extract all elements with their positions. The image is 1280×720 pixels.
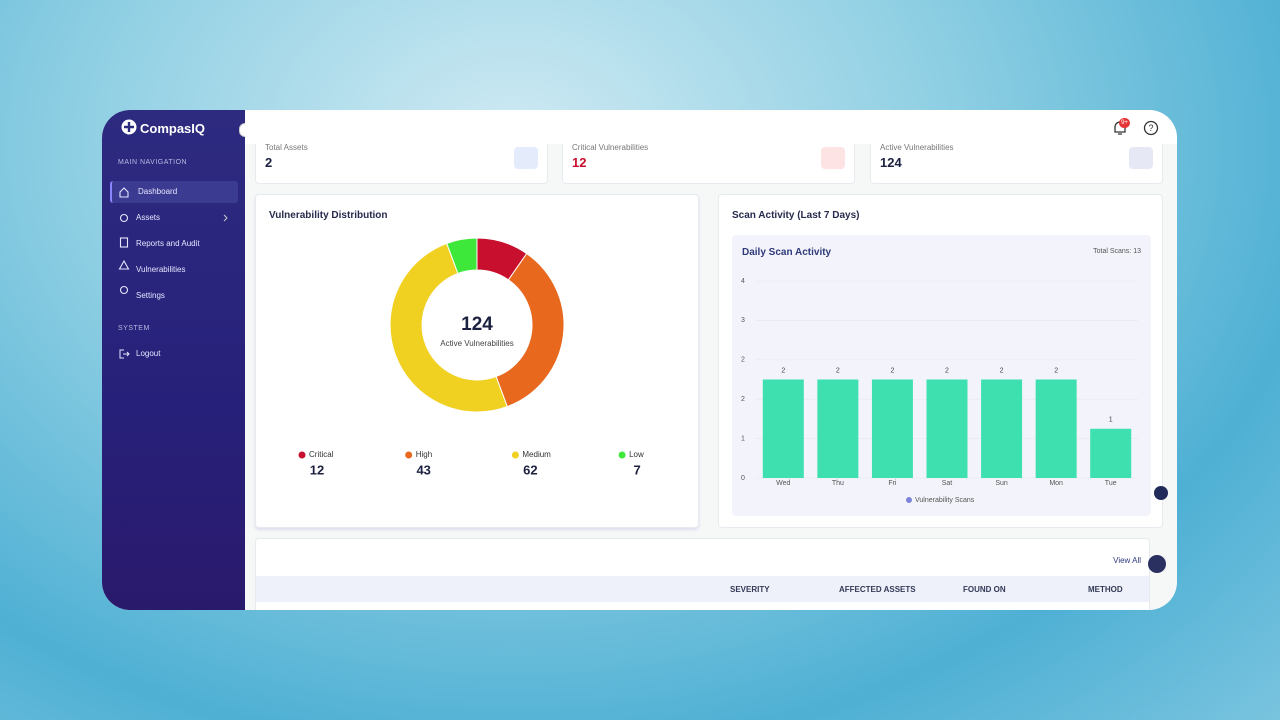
legend-dot: [298, 451, 306, 459]
stat-icon: [1129, 147, 1153, 169]
bar: [817, 379, 859, 478]
top-bar: 9+ ?: [245, 110, 1177, 144]
nav-item[interactable]: Assets: [136, 213, 161, 222]
legend-label: Vulnerability Scans: [915, 497, 975, 504]
legend-label: Critical: [309, 450, 334, 459]
bar: [981, 379, 1023, 478]
stat-value: 2: [265, 155, 273, 170]
table-header: SEVERITY AFFECTED ASSETS FOUND ON METHOD: [256, 576, 1149, 602]
chart-title: Vulnerability Distribution: [269, 210, 388, 221]
x-tick-label: Wed: [776, 480, 790, 487]
x-tick-label: Sat: [942, 480, 953, 487]
nav-heading: MAIN NAVIGATION: [118, 159, 188, 166]
legend-value: 62: [523, 462, 537, 477]
nav-icons: [118, 187, 130, 295]
annotation: Total Scans: 13: [1093, 248, 1141, 255]
stat-icon: [514, 147, 538, 169]
legend-value: 12: [310, 462, 324, 477]
table-card: View All SEVERITY AFFECTED ASSETS FOUND …: [255, 538, 1150, 610]
column-header: SEVERITY: [730, 585, 770, 594]
data-label: 2: [836, 367, 840, 374]
stat-label: Critical Vulnerabilities: [572, 143, 649, 152]
stat-value: 12: [572, 155, 587, 170]
x-tick-label: Tue: [1105, 480, 1117, 487]
view-all-link[interactable]: View All: [1113, 556, 1141, 565]
x-tick-label: Fri: [888, 480, 897, 487]
chart-subtitle: Daily Scan Activity: [742, 247, 832, 258]
donut-segment: [389, 242, 508, 413]
stat-label: Total Assets: [265, 143, 308, 152]
nav-item[interactable]: Vulnerabilities: [136, 265, 186, 274]
center-value: 124: [461, 314, 493, 335]
y-tick-label: 2: [741, 357, 745, 364]
nav-item[interactable]: Settings: [136, 291, 165, 300]
data-label: 2: [890, 367, 894, 374]
donut-segment: [495, 252, 565, 408]
column-header: METHOD: [1088, 585, 1123, 594]
column-header: FOUND ON: [963, 585, 1006, 594]
sidebar: CompasIQ MAIN NAVIGATION Dashboard Asset…: [102, 110, 253, 610]
legend-dot: [906, 497, 912, 503]
bar: [1035, 379, 1077, 478]
x-tick-label: Sun: [995, 480, 1008, 487]
legend-value: 43: [416, 462, 430, 477]
bar: [1090, 428, 1132, 478]
data-label: 2: [1054, 367, 1058, 374]
chevron: [223, 214, 228, 222]
legend-dot: [618, 451, 626, 459]
center-label: Active Vulnerabilities: [440, 339, 514, 348]
legend-label: Medium: [522, 450, 551, 459]
bar: [762, 379, 804, 478]
nav-item[interactable]: Dashboard: [110, 181, 238, 203]
brand: CompasIQ: [140, 121, 206, 136]
bar: [871, 379, 913, 478]
nav-item[interactable]: Logout: [136, 349, 161, 358]
legend-dot: [405, 451, 413, 459]
y-tick-label: 2: [741, 396, 745, 403]
data-label: 2: [945, 367, 949, 374]
bar: [926, 379, 968, 478]
ai-button[interactable]: [1148, 555, 1166, 573]
x-tick-label: Thu: [832, 480, 844, 487]
x-tick-label: Mon: [1049, 480, 1063, 487]
assistant-button[interactable]: [1154, 486, 1168, 500]
system-heading: SYSTEM: [118, 325, 150, 332]
help-icon[interactable]: ?: [1143, 120, 1159, 136]
data-label: 2: [1000, 367, 1004, 374]
column-header: AFFECTED ASSETS: [839, 585, 916, 594]
legend-value: 7: [633, 462, 640, 477]
y-tick-label: 3: [741, 317, 745, 324]
y-tick-label: 0: [741, 475, 745, 482]
logout-icon: [119, 349, 130, 359]
chart-title: Scan Activity (Last 7 Days): [732, 210, 860, 221]
svg-text:?: ?: [1148, 123, 1153, 133]
stat-icon: [821, 147, 845, 169]
legend-label: High: [416, 450, 432, 459]
y-tick-label: 1: [741, 435, 745, 442]
logo-icon: [121, 119, 137, 135]
y-tick-label: 4: [741, 278, 745, 285]
data-label: 1: [1109, 417, 1113, 424]
data-label: 2: [781, 367, 785, 374]
nav-item[interactable]: Reports and Audit: [136, 239, 200, 248]
stat-value: 124: [880, 155, 902, 170]
legend-dot: [511, 451, 519, 459]
legend-label: Low: [629, 450, 644, 459]
notification-badge: 9+: [1119, 118, 1130, 128]
donut-segment: [446, 237, 478, 275]
stat-label: Active Vulnerabilities: [880, 143, 954, 152]
